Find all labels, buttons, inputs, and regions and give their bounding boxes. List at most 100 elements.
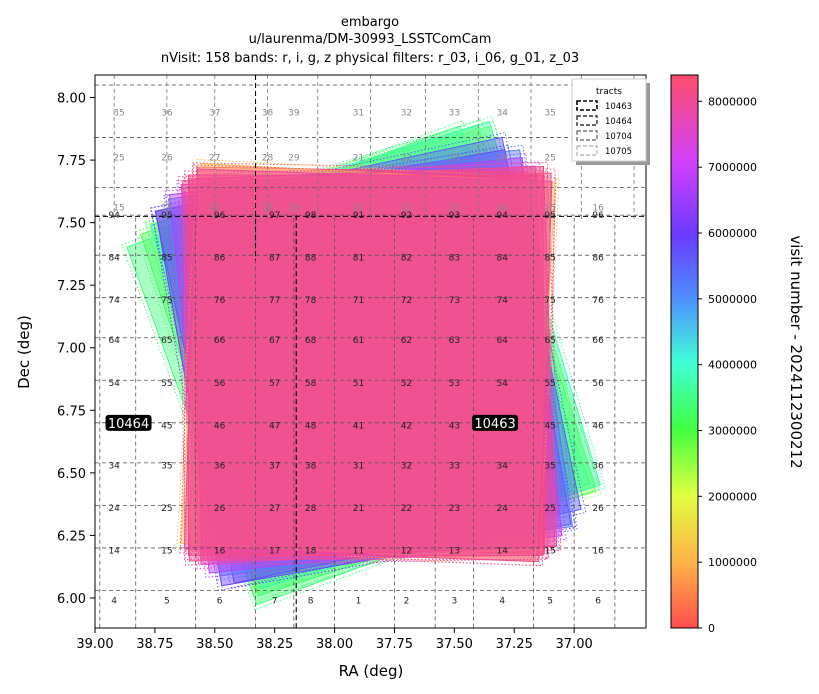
legend-entry-label: 10463 [605,102,632,112]
patch-label: 37 [645,461,656,471]
colorbar-tick-label: 1000000 [708,556,757,569]
colorbar-tick-label: 4000000 [708,359,757,372]
y-tick-label: 8.00 [57,92,86,107]
patch-label: 32 [401,461,412,471]
patch-label: 51 [353,379,364,389]
colorbar-tick-label: 0 [708,622,715,635]
patch-label-upper: 23 [449,154,460,164]
patch-label: 76 [214,296,226,306]
tract-label-box [105,414,152,431]
patch-label-upper: 35 [544,109,555,119]
patch-label: 35 [161,461,172,471]
patch-label: 23 [449,504,460,514]
patch-label: 71 [353,296,364,306]
patch-label: 86 [214,254,226,264]
visit-footprints [121,115,607,611]
patch-label: 95 [544,211,555,221]
x-tick-label: 38.00 [316,637,353,652]
x-axis-ticks: 39.00 38.75 38.50 38.25 38.00 37.75 37.50 37.25… [76,628,593,652]
patch-label: 78 [305,296,317,306]
patch-label: 73 [449,296,460,306]
visit-footprint [187,174,544,556]
patch-label: 97 [269,211,280,221]
patch-label: 88 [305,254,317,264]
patch-label: 3 [451,596,457,606]
colorbar-tick-label: 7000000 [708,161,757,174]
patch-label: 92 [401,211,412,221]
patch-label: 98 [305,211,317,221]
patch-label: 22 [401,504,412,514]
patch-label: 1 [356,596,362,606]
patch-label-upper: 38 [262,109,274,119]
patch-label: 85 [544,254,555,264]
y-tick-label: 6.75 [57,404,86,419]
patch-label: 84 [108,254,120,264]
patch-label: 65 [544,336,555,346]
legend-box [571,78,647,162]
patch-label: 76 [592,296,604,306]
patch-label: 57 [269,379,280,389]
colorbar-tick-label: 8000000 [708,95,757,108]
visit-footprint-outline [178,169,549,566]
patch-label: 6 [595,596,601,606]
patch-label: 7 [272,596,278,606]
patch-label: 33 [449,461,460,471]
legend-entry-label: 10705 [605,147,632,157]
patch-label: 17 [645,546,656,556]
colorbar-gradient [670,74,699,629]
patch-label: 66 [592,336,604,346]
patch-label-upper: 21 [353,154,364,164]
patch-label: 34 [108,461,120,471]
patch-label: 37 [269,461,280,471]
patch-label: 45 [161,421,172,431]
visit-footprint-outline [135,118,602,602]
patch-label: 96 [592,211,604,221]
legend-entry-label: 10704 [605,132,632,142]
patch-label: 58 [305,379,317,389]
x-tick-label: 38.25 [256,637,293,652]
x-tick-label: 39.00 [76,637,113,652]
patch-label: 67 [269,336,280,346]
patch-label: 55 [161,379,172,389]
patch-label: 5 [164,596,170,606]
patch-label-upper: 31 [353,109,364,119]
patch-label: 54 [497,379,509,389]
patch-label: 61 [353,336,364,346]
patch-label: 45 [544,421,555,431]
colorbar-tick-label: 2000000 [708,490,757,503]
patch-label: 64 [108,336,120,346]
legend-swatch [576,115,598,126]
patch-label: 91 [353,211,364,221]
patch-label: 24 [108,504,120,514]
patch-label: 82 [401,254,412,264]
visit-footprint [183,168,553,563]
patch-label: 28 [305,504,317,514]
patch-label-upper: 34 [497,109,509,119]
patch-label: 83 [449,254,460,264]
visit-footprint-outline [176,161,560,570]
plot-frame [94,74,647,629]
patch-label: 68 [305,336,317,346]
patch-label: 25 [161,504,172,514]
patch-label: 72 [401,296,412,306]
legend-entry-label: 10464 [605,117,632,127]
chart-title-line-2: u/laurenma/DM-30993_LSSTComCam [249,32,492,47]
patch-label-upper: 16 [592,204,604,214]
patch-label: 62 [401,336,412,346]
patch-label: 95 [161,211,172,221]
patch-label-upper: 14 [497,204,509,214]
patch-label: 87 [269,254,280,264]
legend-title: tracts [596,87,622,97]
patch-label: 93 [449,211,460,221]
y-tick-label: 7.50 [57,217,86,232]
chart-title-line-1: embargo [341,15,399,30]
tract-label: 10464 [108,417,149,432]
patch-label: 52 [401,379,412,389]
visit-footprint-outline [185,162,556,559]
patch-label: 42 [401,421,412,431]
visit-footprint-outline [149,132,587,589]
colorbar: 0 1000000 2000000 3000000 4000000 5000000 6000… [670,74,805,635]
patch-label-upper: 39 [288,109,300,119]
